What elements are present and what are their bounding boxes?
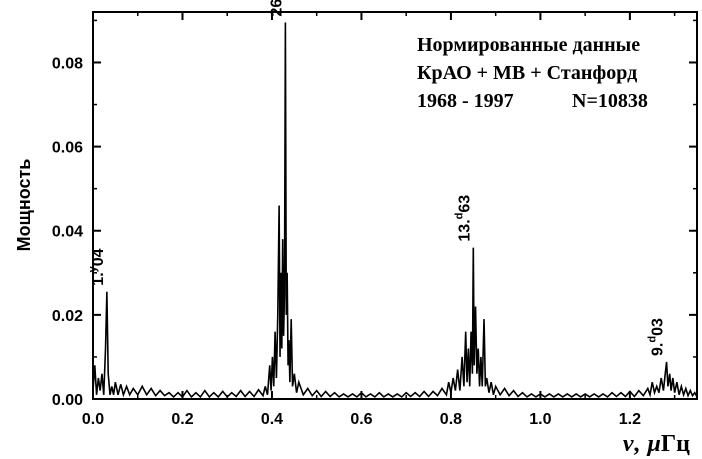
x-axis-separator: , xyxy=(634,431,640,457)
peak-label: 1.y04 xyxy=(87,248,107,285)
peak-label-tail: 04 xyxy=(90,248,107,266)
y-tick-label: 0.02 xyxy=(52,308,83,325)
peak-label-main: 9. xyxy=(650,343,667,356)
peak-label-main: 13. xyxy=(456,219,473,241)
peak-label: 9.d03 xyxy=(647,318,667,356)
x-tick-label: 1.0 xyxy=(529,411,551,428)
y-axis-ticks: 0.00 0.02 0.04 0.06 0.08 xyxy=(52,19,697,409)
series-layer xyxy=(92,22,698,399)
x-axis-unit-hz: Гц xyxy=(661,431,690,457)
peak-label-main: 26. xyxy=(268,0,285,17)
x-tick-label: 0.8 xyxy=(440,411,462,428)
peak-label-sup: d xyxy=(647,336,659,343)
x-axis-symbol: ν xyxy=(623,431,634,457)
peak-label-tail: 03 xyxy=(650,318,667,336)
legend-line-1: Нормированные данные xyxy=(417,34,640,56)
x-tick-label: 0.2 xyxy=(171,411,193,428)
y-axis-title: Мощность xyxy=(14,159,34,252)
peak-label: 26.d91 xyxy=(265,0,285,17)
legend-line-3: 1968 - 1997 xyxy=(417,90,514,112)
spectrum-series-line xyxy=(92,22,698,399)
y-tick-label: 0.00 xyxy=(52,392,83,409)
peak-label: 13.d63 xyxy=(453,195,473,242)
y-tick-label: 0.08 xyxy=(52,55,83,72)
legend-line-3b: N=10838 xyxy=(572,90,648,112)
peak-label-sup: d xyxy=(453,213,465,220)
x-axis-unit-mu: μ xyxy=(646,431,661,457)
y-tick-label: 0.06 xyxy=(52,140,83,157)
x-tick-label: 0.0 xyxy=(82,411,104,428)
x-tick-label: 0.6 xyxy=(350,411,372,428)
y-tick-label: 0.04 xyxy=(52,224,83,241)
x-axis-title: ν, μГц xyxy=(623,431,690,457)
x-tick-label: 0.4 xyxy=(261,411,283,428)
plot-frame xyxy=(92,11,698,400)
legend-block: Нормированные данные КрАО + МВ + Станфор… xyxy=(417,34,648,112)
peak-label-main: 1. xyxy=(90,272,107,285)
x-tick-label: 1.2 xyxy=(619,411,641,428)
legend-line-2: КрАО + МВ + Станфорд xyxy=(417,62,637,84)
peak-label-sup: y xyxy=(87,265,99,272)
peak-label-tail: 63 xyxy=(456,195,473,213)
